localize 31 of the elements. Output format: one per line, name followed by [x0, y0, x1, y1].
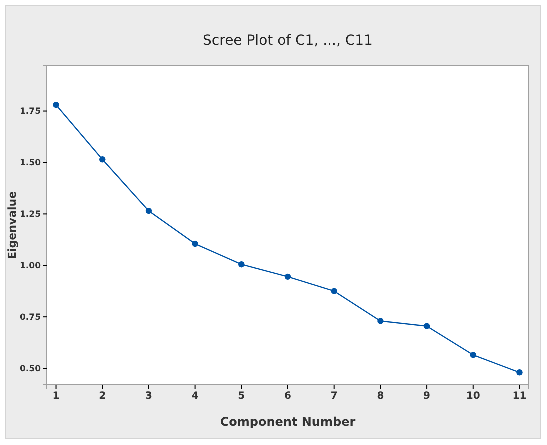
x-tick-label: 10: [466, 391, 480, 402]
x-axis-title: Component Number: [220, 415, 356, 429]
point: [192, 240, 198, 248]
x-tick-label: 7: [330, 391, 338, 402]
point: [516, 370, 523, 376]
x-tick-label: 1: [52, 391, 60, 402]
x-tick-label: 11: [512, 391, 527, 402]
y-tick-label: 0.75: [20, 312, 42, 323]
point: [284, 274, 292, 280]
point: [424, 323, 430, 330]
y-tick-label: 1.25: [20, 210, 42, 220]
chart-title: Scree Plot of C1, ..., C11: [203, 33, 373, 49]
y-tick-label: 1.50: [20, 158, 42, 168]
point: [331, 288, 338, 294]
x-tick-label: 9: [424, 391, 431, 402]
point: [470, 352, 476, 358]
x-tick-label: 5: [238, 391, 246, 402]
y-axis-title: Eigenvalue: [6, 191, 19, 260]
x-tick-label: 6: [284, 391, 292, 402]
x-tick-label: 3: [145, 391, 152, 402]
point: [53, 102, 60, 108]
point: [146, 208, 152, 214]
x-tick-label: 4: [192, 391, 199, 402]
x-tick-label: 8: [377, 391, 384, 402]
point: [378, 318, 384, 324]
y-tick-label: 1.75: [20, 106, 42, 117]
y-tick-label: 0.50: [20, 364, 42, 374]
point: [100, 156, 106, 163]
point: [238, 262, 245, 268]
x-tick-label: 2: [99, 391, 106, 402]
y-tick-label: 1.00: [20, 261, 42, 272]
